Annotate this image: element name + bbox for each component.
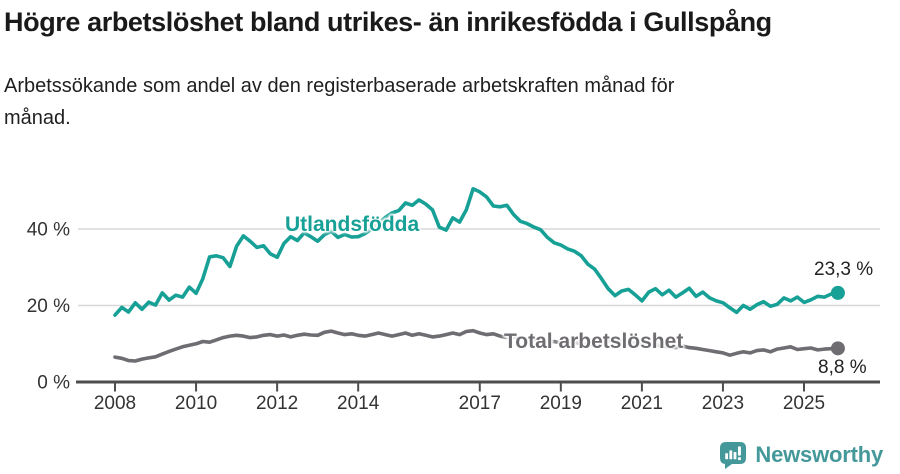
chart-subtitle: Arbetssökande som andel av den registerb… <box>4 70 864 134</box>
x-tick-label: 2008 <box>94 393 136 414</box>
x-tick-label: 2023 <box>702 393 744 414</box>
series-label-utlandsfodda: Utlandsfödda <box>285 213 420 236</box>
series-end-dot <box>830 285 845 300</box>
page-title: Högre arbetslöshet bland utrikes- än inr… <box>4 7 772 37</box>
x-tick-label: 2012 <box>256 393 298 414</box>
newsworthy-wordmark: Newsworthy <box>755 442 883 467</box>
x-tick-label: 2019 <box>540 393 582 414</box>
x-tick-label: 2017 <box>459 393 501 414</box>
newsworthy-logo-icon <box>720 442 747 469</box>
subtitle-line-2: månad. <box>4 107 71 129</box>
series-line <box>113 328 840 363</box>
x-tick-label: 2014 <box>337 393 380 414</box>
end-value-label-utlandsfodda: 23,3 % <box>814 259 874 280</box>
y-tick-label: 40 % <box>27 220 70 241</box>
end-value-label-total: 8,8 % <box>818 357 867 378</box>
series-line <box>113 187 840 317</box>
x-tick-label: 2025 <box>783 393 825 414</box>
series-label-total-arbetsloshet: Total arbetslöshet <box>504 330 684 353</box>
newsworthy-brand: Newsworthy <box>719 441 883 469</box>
x-tick-label: 2010 <box>175 393 217 414</box>
y-tick-label: 0 % <box>37 373 70 394</box>
subtitle-line-1: Arbetssökande som andel av den registerb… <box>4 75 675 97</box>
y-tick-label: 20 % <box>27 296 70 317</box>
x-tick-label: 2021 <box>621 393 663 414</box>
series-end-dot <box>830 341 845 356</box>
